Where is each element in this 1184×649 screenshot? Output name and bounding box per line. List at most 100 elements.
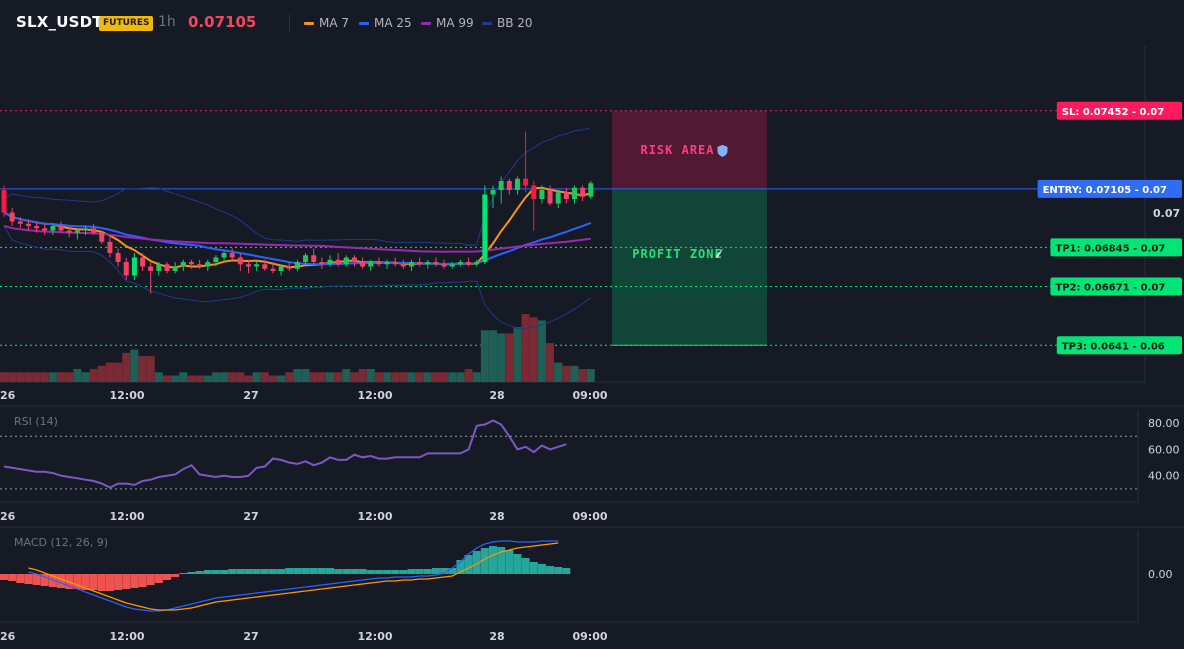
macd-hist-bar [122, 574, 131, 589]
candle-body [498, 181, 504, 190]
volume-bar [358, 369, 367, 382]
macd-hist-bar [130, 574, 139, 588]
candle-body [66, 230, 72, 233]
volume-bar [32, 372, 41, 382]
candle-body [237, 257, 243, 265]
volume-bar [415, 372, 424, 382]
profit-zone-box [612, 188, 767, 346]
level-tag-0: SL: 0.07452 - 0.07 [1062, 107, 1164, 118]
macd-hist-bar [89, 574, 98, 590]
volume-bar [285, 372, 294, 382]
volume-bar [366, 369, 375, 382]
candle-body [91, 228, 97, 233]
macd-hist-bar [448, 568, 457, 574]
main-x-tick: 27 [243, 389, 258, 402]
candle-body [506, 181, 512, 190]
macd-hist-bar [57, 574, 66, 588]
macd-hist-bar [431, 568, 440, 574]
macd-hist-bar [472, 551, 481, 574]
volume-bar [195, 375, 204, 382]
level-tag-2: TP1: 0.06845 - 0.07 [1055, 243, 1165, 254]
macd-hist-bar [366, 570, 375, 574]
candle-body [441, 264, 447, 267]
candle-body [400, 264, 406, 267]
legend-bb20[interactable]: BB 20 [482, 16, 533, 30]
macd-hist-bar [8, 574, 17, 581]
macd-hist-bar [105, 574, 114, 591]
macd-x-tick: 12:00 [357, 630, 392, 643]
candle-body [449, 264, 455, 267]
macd-hist-bar [383, 570, 392, 574]
candle-body [572, 187, 577, 199]
symbol-name[interactable]: SLX_USDT [16, 13, 103, 31]
volume-bar [260, 372, 269, 382]
volume-bar [513, 326, 522, 382]
volume-bar [187, 375, 196, 382]
macd-hist-bar [171, 574, 180, 577]
rsi-pane: RSI (14) 80.00 60.00 40.00 [0, 415, 1180, 490]
macd-hist-bar [334, 569, 343, 574]
candle-body [514, 178, 520, 190]
macd-hist-bar [326, 568, 334, 574]
volume-bar [301, 369, 310, 382]
volume-bar [122, 352, 131, 382]
macd-hist-bar [260, 569, 269, 574]
volume-bar [138, 356, 147, 382]
macd-hist-bar [301, 568, 310, 574]
macd-hist-bar [521, 558, 530, 574]
volume-bar [244, 375, 253, 382]
candle-body [417, 262, 423, 265]
legend-ma7[interactable]: MA 7 [304, 16, 349, 30]
volume-bar [537, 320, 546, 382]
macd-hist-bar [277, 569, 286, 574]
macd-title: MACD (12, 26, 9) [14, 536, 108, 549]
volume-bar [81, 372, 90, 382]
legend-ma99[interactable]: MA 99 [421, 16, 474, 30]
price-tick: 0.07 [1153, 207, 1180, 220]
macd-x-tick: 12:00 [109, 630, 144, 643]
candle-body [107, 241, 113, 253]
moving-averages [3, 186, 592, 269]
level-tag-bg-2 [1050, 238, 1182, 257]
candle-body [319, 262, 325, 265]
legend-ma25[interactable]: MA 25 [359, 16, 412, 30]
interval-selector[interactable]: 1h [158, 14, 176, 30]
macd-hist-bar [179, 573, 188, 574]
macd-hist-bar [97, 574, 106, 591]
level-tag-bg-3 [1050, 277, 1182, 296]
candle-body [9, 212, 15, 222]
candle-body [360, 262, 366, 267]
legend-ma7-label: MA 7 [319, 16, 350, 30]
volume-bar [399, 372, 408, 382]
candle-body [457, 262, 463, 265]
candle-body [115, 253, 121, 262]
volume-bar [554, 362, 563, 382]
level-tag-bg-0 [1056, 101, 1182, 120]
macd-hist-bar [529, 562, 538, 574]
macd-hist-bar [40, 574, 49, 586]
volume-bar [73, 369, 82, 382]
candle-body [246, 264, 251, 267]
macd-hist-bar [464, 555, 473, 574]
candle-body [311, 255, 317, 262]
rsi-x-tick: 12:00 [109, 510, 144, 523]
volume-bar [480, 330, 489, 382]
candle-body [254, 264, 260, 267]
rsi-x-tick: 09:00 [572, 510, 607, 523]
macd-hist-bar [138, 574, 147, 587]
volume-bar [334, 372, 343, 382]
macd-hist-bar [228, 569, 237, 574]
macd-hist-bar [16, 574, 25, 583]
volume-bar [89, 369, 98, 382]
macd-hist-bar [546, 566, 555, 574]
risk-area-label: RISK AREA [640, 143, 714, 157]
volume-bar [236, 372, 245, 382]
volume-bar [228, 372, 237, 382]
volume-bar [252, 372, 261, 382]
macd-x-tick: 27 [243, 630, 258, 643]
macd-hist-bar [163, 574, 171, 580]
main-x-tick: 12:00 [109, 389, 144, 402]
volume-bar [317, 372, 326, 382]
macd-hist-bar [489, 546, 497, 574]
